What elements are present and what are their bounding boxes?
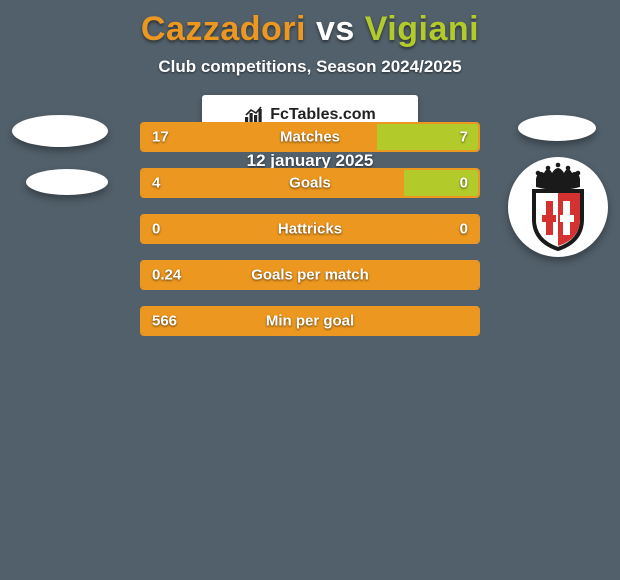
vs-text: vs (306, 10, 365, 48)
crown-ball (546, 166, 551, 171)
bar-left: 566 (142, 308, 478, 334)
right-value: 0 (460, 175, 468, 192)
left-value: 0 (152, 221, 160, 238)
bar-left: 4 (142, 170, 404, 196)
player1-silhouette (12, 115, 108, 195)
left-value: 566 (152, 313, 177, 330)
head-placeholder (518, 115, 596, 141)
right-value: 0 (460, 221, 468, 238)
player1-name: Cazzadori (141, 10, 306, 48)
subtitle: Club competitions, Season 2024/2025 (0, 57, 620, 77)
stat-row: 40Goals (140, 168, 480, 198)
crown-ball (536, 171, 541, 176)
crown-ball (576, 171, 581, 176)
stat-row: 0.24Goals per match (140, 260, 480, 290)
stat-bars: 177Matches40Goals00Hattricks0.24Goals pe… (140, 122, 480, 352)
body-placeholder (26, 169, 108, 195)
right-value: 7 (460, 129, 468, 146)
page-title: Cazzadori vs Vigiani (0, 0, 620, 49)
bar-right: 0 (404, 170, 478, 196)
left-value: 17 (152, 129, 169, 146)
club-crest (508, 163, 608, 251)
cross-v (546, 201, 553, 235)
head-placeholder (12, 115, 108, 147)
bar-right: 7 (377, 124, 478, 150)
crest-icon (508, 157, 608, 257)
left-value: 0.24 (152, 267, 181, 284)
stat-row: 566Min per goal (140, 306, 480, 336)
bar-left: 17 (142, 124, 377, 150)
crown-ball (556, 163, 561, 168)
left-value: 4 (152, 175, 160, 192)
crown-path (536, 168, 580, 190)
stat-row: 177Matches (140, 122, 480, 152)
comparison-infographic: Cazzadori vs Vigiani Club competitions, … (0, 0, 620, 580)
stat-row: 00Hattricks (140, 214, 480, 244)
cross-v2 (563, 201, 570, 235)
player2-silhouette (508, 115, 608, 251)
crown-ball (566, 166, 571, 171)
bar-left: 0 (142, 216, 478, 242)
player2-name: Vigiani (365, 10, 479, 48)
bar-left: 0.24 (142, 262, 478, 288)
